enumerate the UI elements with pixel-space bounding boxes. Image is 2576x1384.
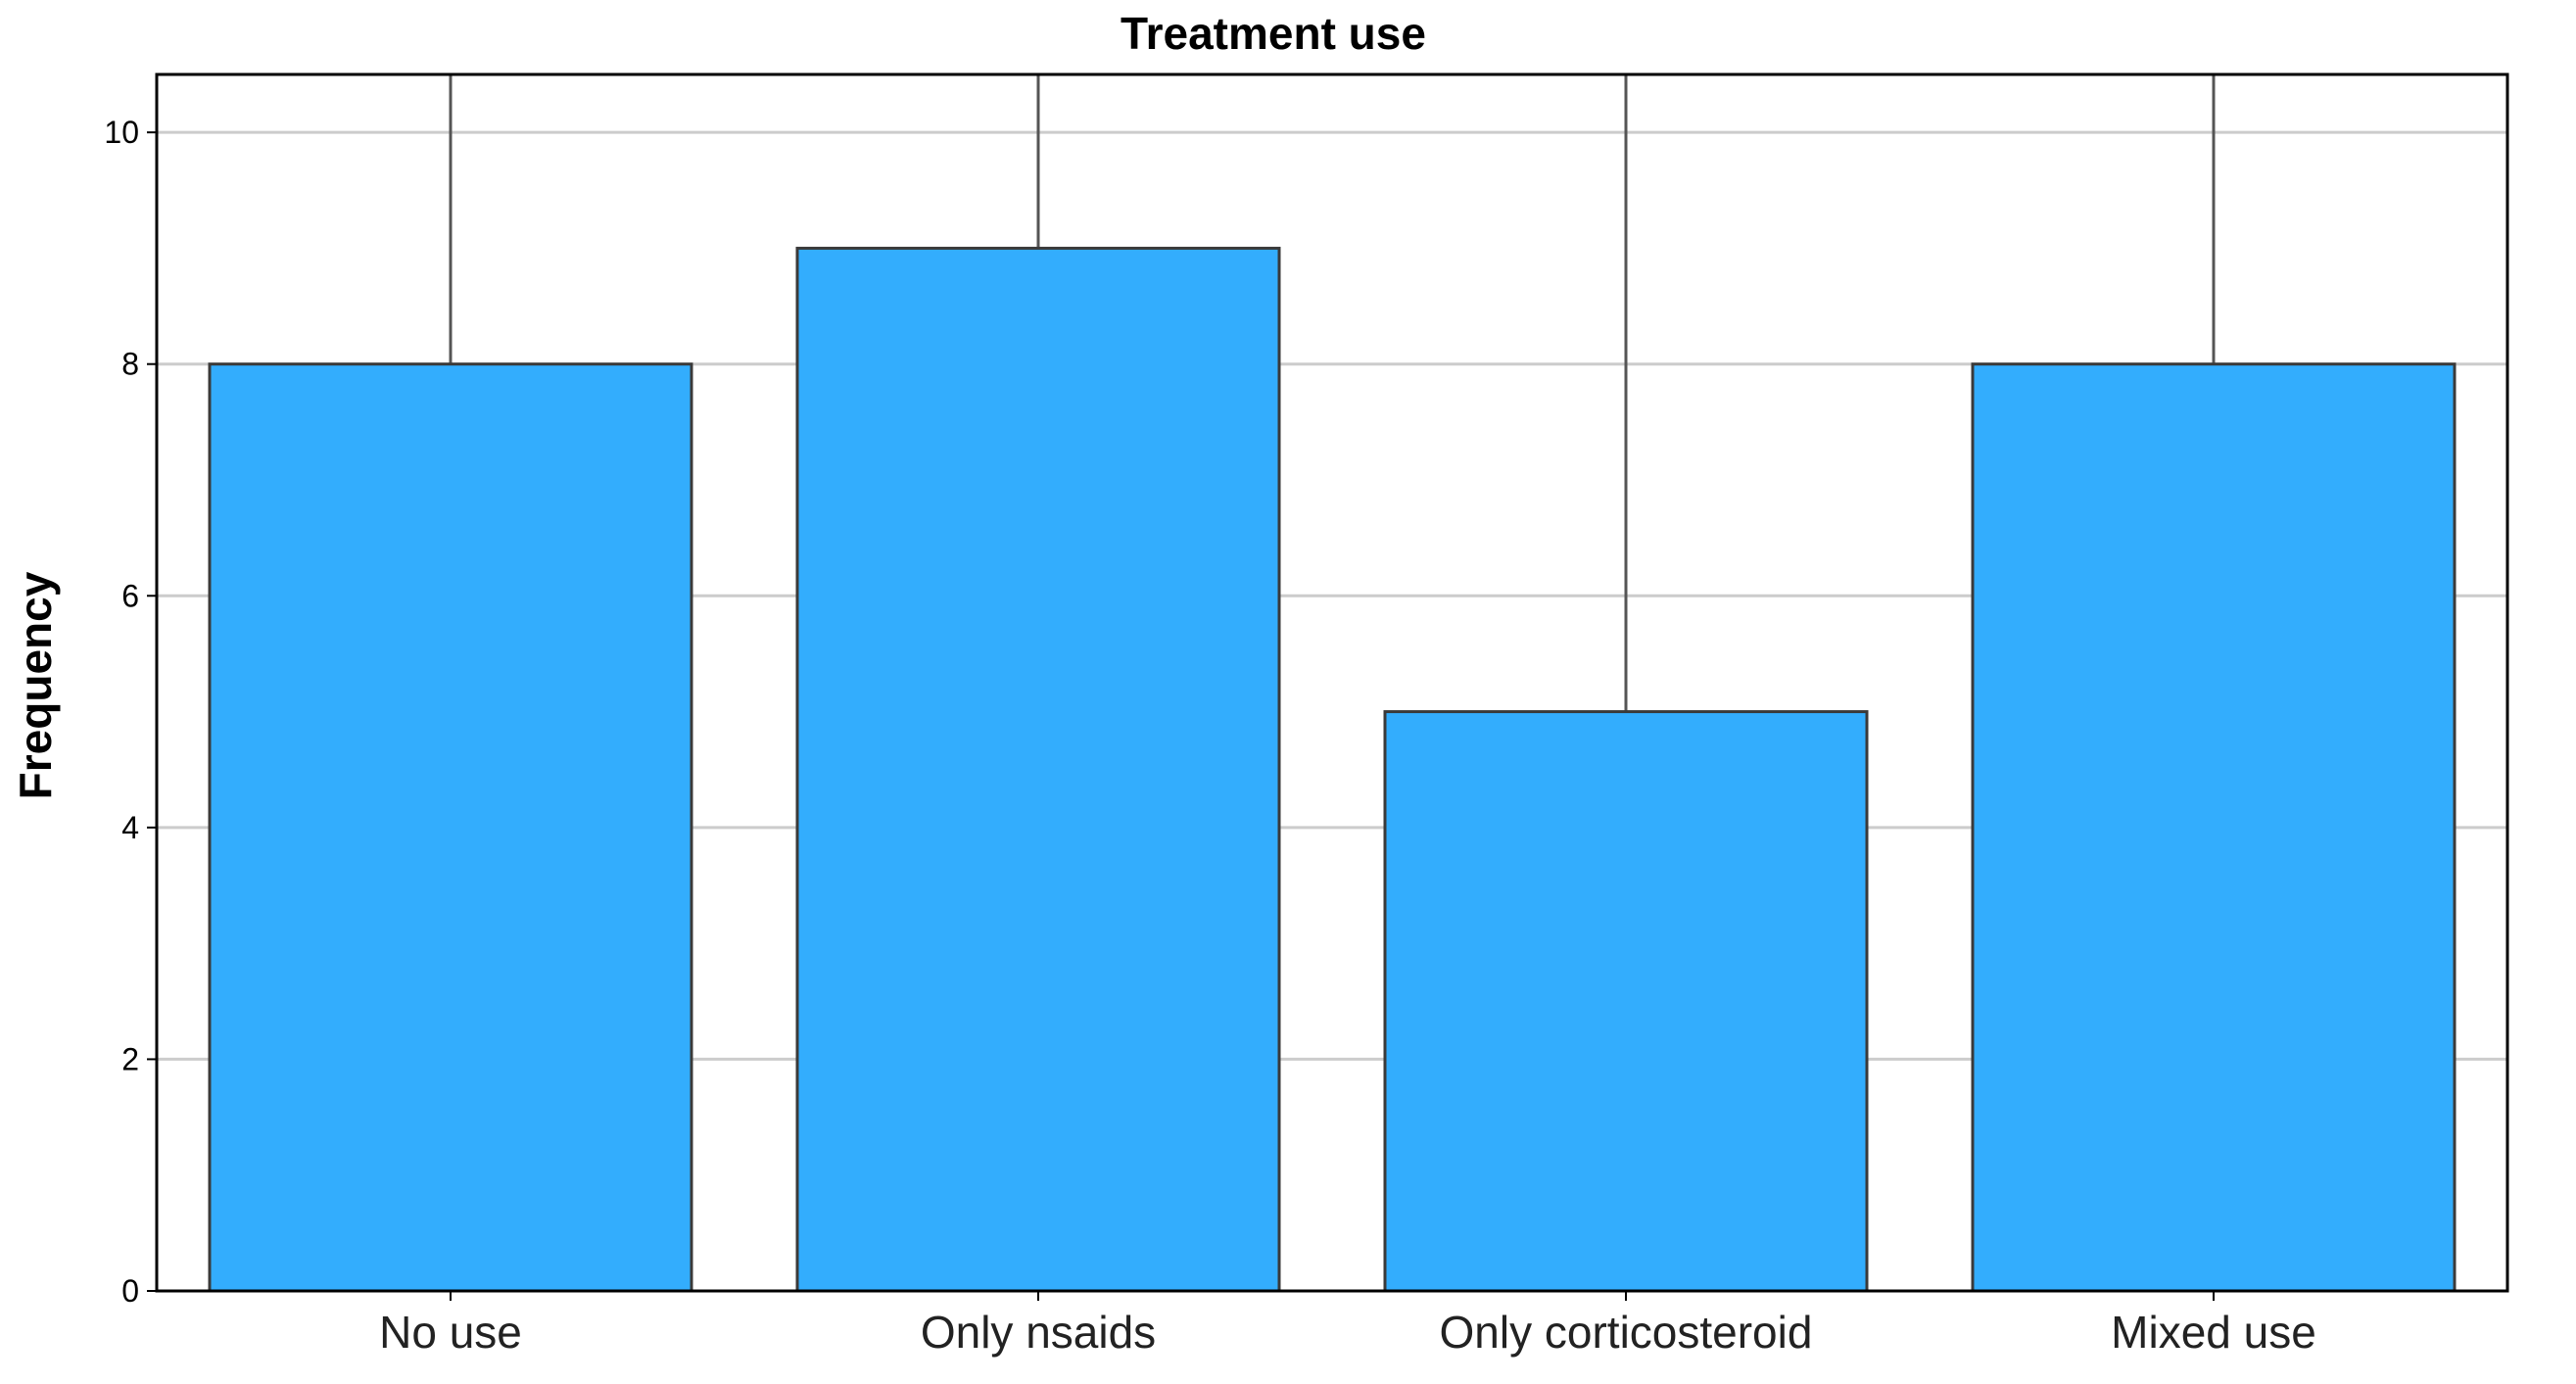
y-tick-label: 4 (121, 810, 139, 845)
x-tick-label: No use (379, 1307, 522, 1358)
category-dividers (449, 74, 2216, 712)
y-tick-label: 0 (121, 1273, 139, 1309)
x-axis-ticks: No use Only nsaids Only corticosteroid Mixe… (379, 1291, 2316, 1358)
y-axis-label: Frequency (10, 571, 61, 799)
x-tick-label: Only corticosteroid (1440, 1307, 1813, 1358)
bar (1383, 710, 1869, 1293)
y-tick-label: 10 (104, 115, 139, 150)
bar (795, 246, 1281, 1293)
x-tick-label: Only nsaids (921, 1307, 1156, 1358)
y-tick-label: 8 (121, 347, 139, 382)
bar (1971, 362, 2457, 1293)
y-tick-label: 6 (121, 578, 139, 613)
plot-frame (155, 72, 2509, 1293)
bars (208, 246, 2457, 1293)
chart-title: Treatment use (1121, 8, 1426, 59)
bar (208, 362, 693, 1293)
y-axis-ticks: 0 2 4 6 8 10 (104, 115, 157, 1309)
x-tick-label: Mixed use (2111, 1307, 2316, 1358)
y-tick-label: 2 (121, 1041, 139, 1076)
